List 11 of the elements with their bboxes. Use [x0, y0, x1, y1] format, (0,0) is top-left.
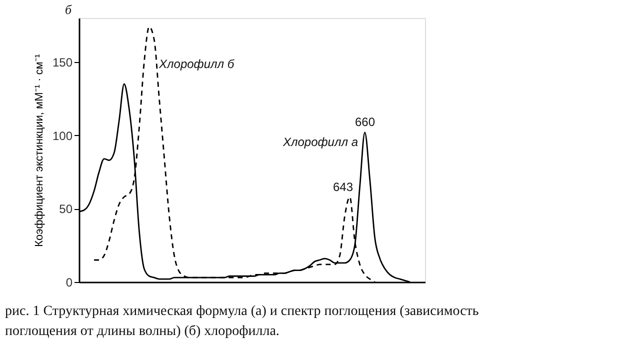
y-tick-label: 100: [52, 128, 73, 143]
text: б: [65, 2, 72, 17]
text: рис. 1 Структурная химическая формула (а) и спектр поглощения (зависимость поглощения от длины волны) (б) хлорофилла.: [5, 304, 479, 339]
y-tick-label: 0: [66, 276, 73, 290]
series-label: Хлорофилл а: [282, 135, 358, 149]
series-label: Хлорофилл б: [158, 57, 236, 71]
annotation: 660: [354, 115, 376, 129]
y-tick-label: 150: [52, 56, 73, 70]
y-tick-label: 50: [59, 202, 73, 216]
y-axis-title: Коэффициент экстинкции, мМ⁻¹ · см⁻¹: [33, 54, 46, 247]
annotation: 643: [332, 180, 354, 194]
